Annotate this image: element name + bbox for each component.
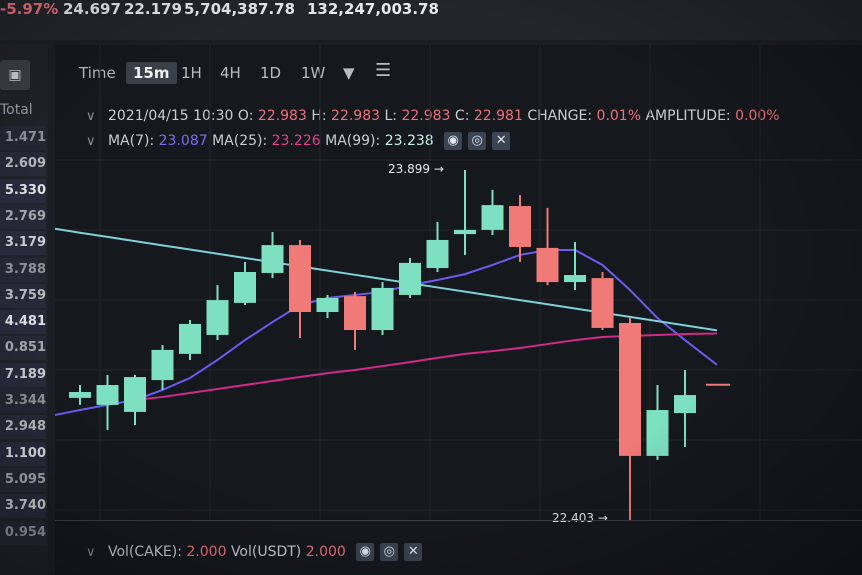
ticker-bar: -5.97% 24.697 22.179 5,704,387.78 132,24…: [0, 0, 862, 40]
ma99-value: 23.238: [384, 133, 434, 149]
candle-up: [426, 239, 449, 269]
vol-base-value: 2.000: [186, 544, 227, 560]
min-price-value: 22.403: [552, 511, 594, 525]
candle-down: [344, 296, 366, 331]
ohlc-datetime: 2021/04/15 10:30: [107, 108, 234, 124]
collapse-chevron-icon[interactable]: ∨: [86, 545, 96, 560]
amplitude-value: 0.00%: [735, 108, 780, 124]
candle-up: [124, 377, 146, 412]
tab-1d[interactable]: 1D: [260, 64, 282, 82]
ticker-change: -5.97%: [0, 0, 59, 18]
sidebar-total-row[interactable]: 3.179: [0, 231, 46, 256]
candle-up: [371, 287, 394, 331]
change-value: 0.01%: [596, 108, 642, 124]
ma-line-ma25: [134, 332, 718, 401]
settings-ring-icon[interactable]: ◎: [380, 543, 399, 561]
eye-icon[interactable]: ◉: [444, 132, 463, 150]
close-label: C:: [454, 108, 470, 124]
sidebar-total-row[interactable]: 2.769: [0, 204, 46, 229]
candle-up: [96, 385, 119, 405]
eye-icon[interactable]: ◉: [356, 543, 375, 561]
candle-up: [151, 349, 174, 381]
sidebar-total-row[interactable]: 3.759: [0, 283, 46, 308]
candle-up: [316, 297, 339, 313]
vol-base-label: Vol(CAKE):: [107, 544, 182, 560]
candle-up: [234, 272, 256, 303]
collapse-chevron-icon[interactable]: ∨: [86, 109, 96, 124]
tab-1w[interactable]: 1W: [301, 64, 326, 82]
ma25-value: 23.226: [271, 133, 321, 149]
ma-row: ∨ MA(7): 23.087 MA(25): 23.226 MA(99): 2…: [86, 132, 511, 150]
ma99-label: MA(99):: [325, 133, 381, 149]
vol-quote-value: 2.000: [305, 544, 346, 560]
more-timeframes-icon[interactable]: ▼: [343, 64, 355, 82]
close-value: 22.981: [473, 108, 523, 124]
chart-settings-icon[interactable]: ☰: [375, 60, 392, 81]
tab-15m[interactable]: 15m: [126, 62, 177, 84]
sidebar-total-row[interactable]: 1.100: [0, 441, 46, 466]
vol-quote-label: Vol(USDT): [230, 544, 302, 560]
open-value: 22.983: [257, 108, 307, 124]
sidebar-total-row[interactable]: 5.330: [0, 178, 46, 203]
sidebar-total-row[interactable]: 3.740: [0, 494, 46, 519]
volume-divider: [55, 520, 862, 521]
sidebar-total-row[interactable]: 2.948: [0, 415, 46, 440]
ma-line-ma7: [54, 249, 718, 417]
total-header: Total: [0, 102, 33, 118]
sidebar-total-row[interactable]: 3.788: [0, 257, 46, 282]
collapse-chevron-icon[interactable]: ∨: [86, 134, 96, 149]
candle-down: [619, 323, 641, 456]
sidebar-total-row[interactable]: 0.954: [0, 520, 46, 545]
max-price-label: 23.899 →: [388, 162, 444, 176]
max-price-value: 23.899: [388, 162, 430, 176]
candle-up: [481, 205, 504, 230]
sidebar-total-row[interactable]: 3.344: [0, 389, 46, 413]
open-label: O:: [237, 108, 254, 124]
min-price-label: 22.403 →: [552, 511, 608, 525]
sidebar-total-row[interactable]: 7.189: [0, 362, 46, 387]
candle-up: [179, 323, 201, 354]
sidebar-total-row[interactable]: 2.609: [0, 152, 46, 177]
lock-icon-button[interactable]: ▣: [0, 60, 30, 90]
sidebar-total-row[interactable]: 5.095: [0, 467, 46, 492]
high-value: 22.983: [331, 108, 381, 124]
tab-4h[interactable]: 4H: [220, 64, 241, 82]
ohlc-row: ∨ 2021/04/15 10:30 O: 22.983 H: 22.983 L…: [86, 108, 780, 124]
candle-up: [206, 300, 229, 335]
ticker-high: 24.697: [63, 0, 121, 18]
volume-row: ∨ Vol(CAKE): 2.000 Vol(USDT) 2.000 ◉ ◎ ✕: [86, 543, 423, 561]
change-label: CHANGE:: [527, 108, 593, 124]
ticker-low: 22.179: [124, 0, 182, 18]
sidebar-total-row[interactable]: 0.851: [0, 336, 46, 361]
candle-up: [564, 275, 586, 283]
low-value: 22.983: [401, 108, 451, 124]
tab-1h[interactable]: 1H: [181, 64, 202, 82]
candle-up: [261, 245, 284, 273]
low-label: L:: [384, 108, 398, 124]
ma7-value: 23.087: [158, 133, 208, 149]
candle-down: [509, 206, 531, 247]
candle-up: [69, 392, 91, 398]
amplitude-label: AMPLITUDE:: [645, 108, 731, 124]
candle-down: [591, 278, 614, 328]
close-icon[interactable]: ✕: [492, 132, 511, 150]
ma7-label: MA(7):: [107, 133, 155, 149]
ticker-volume-base: 5,704,387.78: [184, 0, 296, 18]
candle-down: [289, 245, 311, 313]
candle-up: [454, 229, 476, 235]
candle-down: [536, 247, 559, 283]
ticker-volume-quote: 132,247,003.78: [307, 0, 439, 18]
close-icon[interactable]: ✕: [404, 543, 423, 561]
high-label: H:: [311, 108, 327, 124]
candle-up: [674, 395, 696, 414]
sidebar-total-row[interactable]: 4.481: [0, 310, 46, 335]
settings-ring-icon[interactable]: ◎: [468, 132, 487, 150]
candle-up: [646, 410, 669, 456]
candle-up: [399, 262, 421, 295]
ma25-label: MA(25):: [212, 133, 268, 149]
tab-time[interactable]: Time: [79, 64, 116, 82]
sidebar-total-row[interactable]: 1.471: [0, 126, 46, 150]
